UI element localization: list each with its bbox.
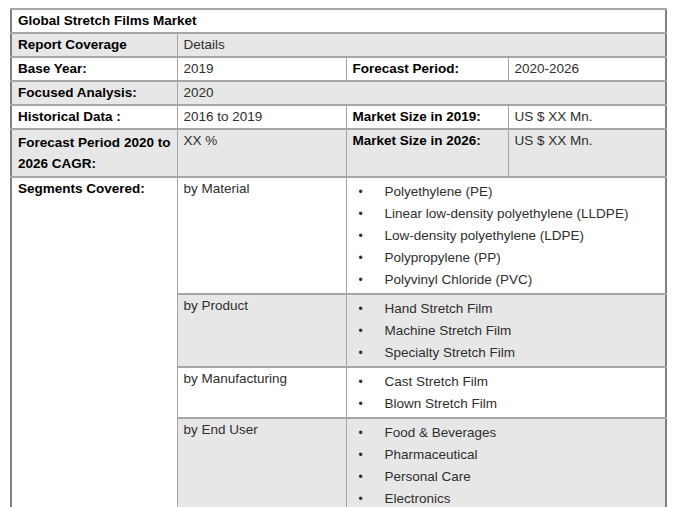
bullet-icon: • (359, 393, 363, 415)
list-item-label: Personal Care (385, 469, 471, 484)
bullet-list: • Hand Stretch Film • Machine Stretch Film… (353, 298, 660, 364)
segment-items-product: • Hand Stretch Film • Machine Stretch Film… (346, 294, 666, 367)
market-size-2019-label: Market Size in 2019: (346, 105, 508, 129)
segment-group-product: by Product (177, 294, 346, 367)
report-coverage-table: Global Stretch Films Market Report Cover… (10, 8, 667, 507)
list-item-label: Polyvinyl Chloride (PVC) (385, 272, 533, 287)
bullet-icon: • (359, 444, 363, 466)
list-item-label: Electronics (385, 491, 451, 506)
list-item-label: Pharmaceutical (385, 447, 478, 462)
bullet-icon: • (359, 298, 363, 320)
list-item-label: Machine Stretch Film (385, 323, 512, 338)
list-item: • Pharmaceutical (353, 444, 660, 466)
market-size-2026-value: US $ XX Mn. (508, 129, 666, 177)
segment-items-end-user: • Food & Beverages • Pharmaceutical • Perso… (346, 418, 666, 507)
report-coverage-label: Report Coverage (11, 33, 177, 57)
list-item: • Polyvinyl Chloride (PVC) (353, 269, 660, 291)
list-item: • Personal Care (353, 466, 660, 488)
list-item-label: Polyethylene (PE) (385, 184, 493, 199)
historical-data-label: Historical Data : (11, 105, 177, 129)
segment-group-manufacturing: by Manufacturing (177, 367, 346, 418)
cagr-label: Forecast Period 2020 to 2026 CAGR: (11, 129, 177, 177)
base-year-value: 2019 (177, 57, 346, 81)
list-item-label: Specialty Stretch Film (385, 345, 516, 360)
list-item: • Hand Stretch Film (353, 298, 660, 320)
list-item-label: Linear low-density polyethylene (LLDPE) (385, 206, 629, 221)
bullet-icon: • (359, 225, 363, 247)
bullet-icon: • (359, 320, 363, 342)
segment-group-end-user: by End User (177, 418, 346, 507)
list-item: • Machine Stretch Film (353, 320, 660, 342)
market-size-2019-value: US $ XX Mn. (508, 105, 666, 129)
focused-analysis-value: 2020 (177, 81, 666, 105)
bullet-list: • Cast Stretch Film • Blown Stretch Film (353, 371, 660, 415)
segment-items-material: • Polyethylene (PE) • Linear low-density p… (346, 177, 666, 294)
list-item: • Specialty Stretch Film (353, 342, 660, 364)
base-year-label: Base Year: (11, 57, 177, 81)
bullet-icon: • (359, 269, 363, 291)
list-item-label: Low-density polyethylene (LDPE) (385, 228, 585, 243)
segment-group-material: by Material (177, 177, 346, 294)
table-title: Global Stretch Films Market (11, 9, 666, 33)
list-item: • Low-density polyethylene (LDPE) (353, 225, 660, 247)
bullet-icon: • (359, 181, 363, 203)
bullet-icon: • (359, 488, 363, 507)
segment-items-manufacturing: • Cast Stretch Film • Blown Stretch Film (346, 367, 666, 418)
list-item-label: Polypropylene (PP) (385, 250, 501, 265)
bullet-list: • Polyethylene (PE) • Linear low-density p… (353, 181, 660, 291)
forecast-period-value: 2020-2026 (508, 57, 666, 81)
segments-covered-label: Segments Covered: (11, 177, 177, 507)
bullet-icon: • (359, 342, 363, 364)
bullet-icon: • (359, 247, 363, 269)
historical-data-value: 2016 to 2019 (177, 105, 346, 129)
list-item: • Blown Stretch Film (353, 393, 660, 415)
focused-analysis-label: Focused Analysis: (11, 81, 177, 105)
bullet-list: • Food & Beverages • Pharmaceutical • Perso… (353, 422, 660, 507)
list-item: • Cast Stretch Film (353, 371, 660, 393)
list-item: • Food & Beverages (353, 422, 660, 444)
list-item-label: Hand Stretch Film (385, 301, 493, 316)
list-item: • Polypropylene (PP) (353, 247, 660, 269)
bullet-icon: • (359, 203, 363, 225)
report-coverage-value: Details (177, 33, 666, 57)
list-item-label: Blown Stretch Film (385, 396, 498, 411)
bullet-icon: • (359, 371, 363, 393)
bullet-icon: • (359, 422, 363, 444)
list-item: • Linear low-density polyethylene (LLDPE) (353, 203, 660, 225)
list-item: • Electronics (353, 488, 660, 507)
bullet-icon: • (359, 466, 363, 488)
cagr-value: XX % (177, 129, 346, 177)
list-item-label: Cast Stretch Film (385, 374, 489, 389)
forecast-period-label: Forecast Period: (346, 57, 508, 81)
list-item-label: Food & Beverages (385, 425, 497, 440)
list-item: • Polyethylene (PE) (353, 181, 660, 203)
market-size-2026-label: Market Size in 2026: (346, 129, 508, 177)
